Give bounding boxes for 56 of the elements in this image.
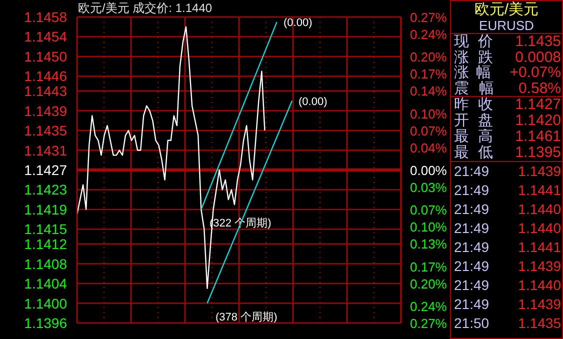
y2-tick-label: 0.07%	[410, 202, 448, 218]
y-tick-label: 1.1443	[24, 83, 68, 100]
text: 最低 1.1395	[454, 144, 561, 161]
text: 21:49 1.1439	[454, 257, 561, 276]
y-tick-label: 1.1415	[24, 221, 68, 238]
chart-title: 欧元/美元 成交价: 1.1440	[78, 0, 212, 17]
text: 21:49 1.1440	[454, 219, 561, 238]
y-tick-label: 1.1400	[24, 295, 68, 312]
text: 最高 1.1461	[454, 128, 561, 145]
y2-tick-label: 0.20%	[410, 276, 448, 292]
y-tick-label: 1.1450	[24, 48, 68, 64]
text: 21:50 1.1435	[454, 314, 561, 333]
y-tick-label: 1.1446	[24, 68, 68, 84]
y2-tick-label: 0.00%	[410, 163, 448, 178]
text: 21:49 1.1441	[454, 238, 561, 257]
y-tick-label: 1.1435	[24, 122, 68, 139]
y2-tick-label: 0.27%	[410, 316, 448, 331]
y2-tick-label: 0.17%	[410, 259, 448, 274]
text: 涨幅 +0.07%	[454, 64, 561, 81]
text: 21:49 1.1440	[454, 276, 561, 295]
y2-tick-label: 0.13%	[410, 236, 448, 252]
y2-tick-label: 0.27%	[410, 10, 448, 25]
y-tick-label: 1.1427	[24, 162, 68, 178]
annotation: (0.00)	[298, 96, 328, 108]
y2-tick-label: 0.17%	[410, 66, 448, 82]
text: 现价 1.1435	[454, 33, 561, 50]
text: 21:49 1.1440	[454, 200, 561, 219]
y2-tick-label: 0.10%	[410, 106, 448, 122]
y-tick-label: 1.1408	[24, 256, 68, 272]
y-tick-label: 1.1412	[24, 236, 68, 252]
text: 21:49 1.1441	[454, 181, 561, 200]
y-tick-label: 1.1439	[24, 102, 68, 119]
y2-tick-label: 0.10%	[410, 220, 448, 235]
y2-tick-label: 0.04%	[410, 140, 448, 156]
annotation: (378 个周期)	[216, 311, 278, 324]
y-tick-label: 1.1404	[24, 276, 68, 292]
y2-tick-label: 0.07%	[410, 123, 448, 138]
y2-tick-label: 0.24%	[410, 27, 448, 42]
text: 涨跌 0.0008	[454, 48, 561, 66]
y2-tick-label: 0.03%	[410, 180, 448, 195]
y2-tick-label: 0.14%	[410, 84, 448, 99]
text: 开盘 1.1420	[454, 112, 561, 129]
y-tick-label: 1.1431	[24, 142, 68, 158]
text: 震幅 0.58%	[454, 80, 561, 96]
text: 昨收 1.1427	[454, 96, 561, 113]
y-tick-label: 1.1458	[24, 9, 68, 25]
y2-tick-label: 0.24%	[410, 299, 448, 314]
y-tick-label: 1.1419	[24, 201, 68, 218]
y-tick-label: 1.1396	[24, 315, 68, 331]
y-tick-label: 1.1423	[24, 182, 68, 198]
text: 21:49 1.1439	[454, 162, 561, 181]
text: EURUSD	[451, 18, 562, 34]
y-tick-label: 1.1454	[24, 28, 68, 45]
text: 21:49 1.1439	[454, 295, 561, 314]
text: 欧元/美元	[473, 1, 540, 18]
y2-tick-label: 0.20%	[410, 50, 448, 65]
